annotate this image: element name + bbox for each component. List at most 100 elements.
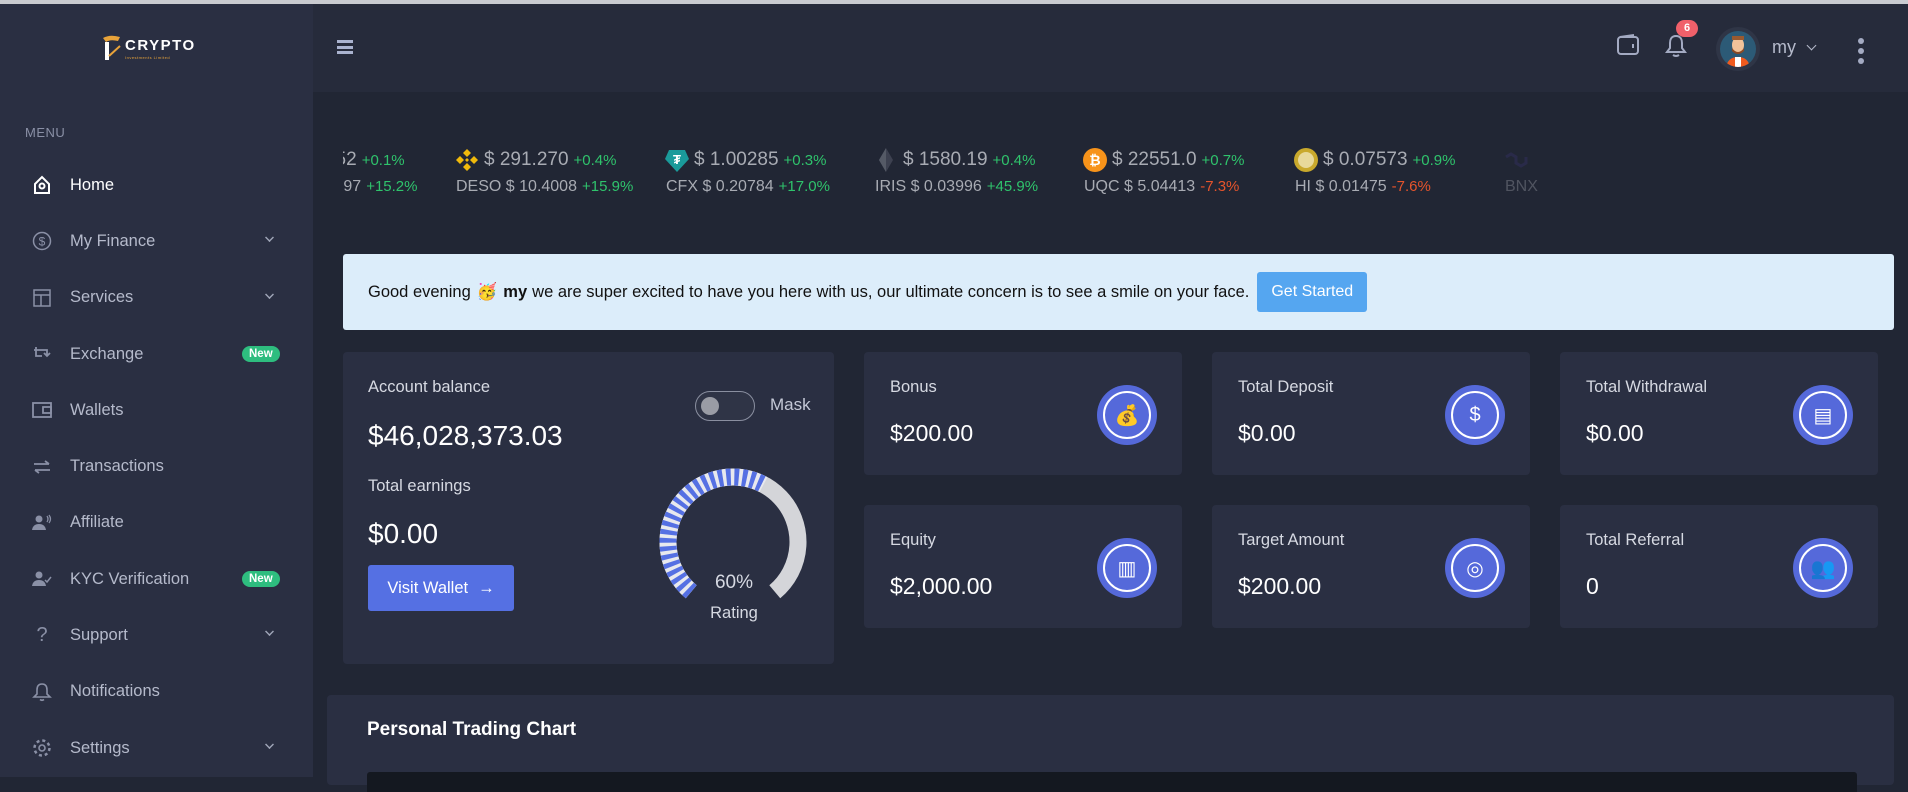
team-icon: 👥 [1793,538,1853,598]
sidebar-item-label: Settings [70,738,130,757]
price-ticker: 1.00052+0.1% $ 2.23297+15.2%$ 291.270+0.… [343,145,1894,205]
sidebar-item-home[interactable]: Home [0,157,313,213]
welcome-message: we are super excited to have you here wi… [532,282,1250,301]
trading-chart-area[interactable] [367,772,1857,792]
ticker-change: +0.4% [992,151,1036,169]
ticker-pair-name: BNX [1505,178,1538,195]
ticker-item[interactable]: 1.00052 +0.1% $ 2.23297+15.2% [343,145,417,199]
money-bag-star-icon: 💰 [1097,385,1157,445]
greeting-text: Good evening [368,282,471,301]
bitcoin-icon: ₿ [1082,147,1108,173]
user-avatar[interactable] [1716,27,1760,71]
sidebar-item-kyc-verification[interactable]: KYC Verification New [0,551,313,607]
ticker-item[interactable]: BNX [1503,145,1543,199]
ticker-item[interactable]: ₿ $ 22551.0 +0.7% UQC $ 5.04413 -7.3% [1082,145,1244,199]
sidebar: CRYPTO Investments Limited MENU Home $ My F… [0,4,313,777]
bell-icon [31,681,53,703]
sidebar-item-label: Affiliate [70,513,124,532]
party-emoji-icon: 🥳 [476,282,498,301]
ticker-pair-price: $ 0.01475 [1315,178,1387,195]
ticker-pair-change: +15.2% [366,178,418,195]
new-badge: New [242,346,280,363]
ticker-price: $ 22551.0 [1112,149,1197,170]
ticker-item[interactable]: ₮ $ 1.00285 +0.3% CFX $ 0.20784 +17.0% [664,145,830,199]
avatar-person-icon [1726,36,1750,67]
gear-icon [31,737,53,759]
sidebar-nav: Home $ My Finance Services Exchange New Wallet… [0,157,313,776]
question-icon: ? [36,624,48,647]
ticker-pair-name: CFX [666,178,698,195]
sidebar-item-label: Transactions [70,457,164,476]
hamburger-menu-icon[interactable] [337,40,353,54]
layout-icon [31,287,53,309]
stat-label: Total Referral [1586,531,1685,549]
sidebar-item-wallets[interactable]: Wallets [0,382,313,438]
chevron-down-icon[interactable] [265,289,274,299]
chevron-down-icon[interactable] [265,740,274,749]
ethereum-icon [873,147,899,173]
chevron-down-icon[interactable] [265,627,274,637]
sidebar-item-settings[interactable]: Settings [0,720,313,776]
brand-name: CRYPTO [125,36,196,54]
bell-icon[interactable] [1665,33,1687,59]
stat-label: Equity [890,531,936,549]
ticker-pair-change: -7.6% [1391,178,1431,195]
stat-card-target-amount: Target Amount $200.00 ◎ [1212,505,1530,628]
home-icon [31,174,53,196]
sidebar-item-exchange[interactable]: Exchange New [0,326,313,382]
dollar-circle-icon: $ [31,230,53,252]
ticker-item[interactable]: $ 0.07573 +0.9% HI $ 0.01475 -7.6% [1293,145,1455,199]
sidebar-item-transactions[interactable]: Transactions [0,438,313,494]
sidebar-item-support[interactable]: ? Support [0,607,313,663]
chevron-down-icon[interactable] [265,233,274,243]
sidebar-item-services[interactable]: Services [0,270,313,326]
rating-label: Rating [710,604,758,622]
more-options-icon[interactable] [1858,38,1864,64]
sidebar-item-affiliate[interactable]: Affiliate [0,495,313,551]
stat-value: 0 [1586,573,1599,599]
wallet-icon [31,399,53,421]
sidebar-item-label: Services [70,288,134,307]
dogecoin-icon [1293,147,1319,173]
ticker-change: +0.3% [783,151,827,169]
account-balance-label: Account balance [368,378,491,396]
svg-text:₿: ₿ [1089,152,1100,168]
stat-value: $200.00 [1238,573,1322,599]
ticker-price: $ 291.270 [484,149,569,170]
window-top-border [0,0,1908,4]
sidebar-item-label: Notifications [70,682,160,701]
logo-mark-icon [103,35,121,60]
stat-card-total-withdrawal: Total Withdrawal $0.00 ▤ [1560,352,1878,475]
trading-chart-title: Personal Trading Chart [367,719,577,740]
ticker-pair-name: DESO [456,178,502,195]
binance-icon [454,147,480,173]
user-menu-chevron-down-icon[interactable] [1806,40,1817,51]
sidebar-item-notifications[interactable]: Notifications [0,664,313,720]
arrow-right-icon: → [478,578,495,597]
stat-card-total-referral: Total Referral 0 👥 [1560,505,1878,628]
get-started-button[interactable]: Get Started [1257,272,1368,312]
ticker-pair-change: +45.9% [986,178,1039,195]
ticker-item[interactable]: $ 291.270 +0.4% DESO $ 10.4008 +15.9% [454,145,633,199]
stat-value: $2,000.00 [890,573,993,599]
banner-username: my [503,282,528,301]
visit-wallet-button[interactable]: Visit Wallet → [368,565,514,611]
ticker-pair-name: HI [1295,178,1311,195]
money-bag-icon: $ [1445,385,1505,445]
ticker-pair-price: $ 10.4008 [505,178,577,195]
mask-toggle[interactable] [695,391,755,421]
ticker-pair-change: +15.9% [581,178,634,195]
ticker-item[interactable]: $ 1580.19 +0.4% IRIS $ 0.03996 +45.9% [873,145,1038,199]
stat-label: Total Withdrawal [1586,378,1708,396]
ticker-pair-name: UQC [1084,178,1120,195]
total-earnings-label: Total earnings [368,477,471,495]
username[interactable]: my [1772,37,1796,57]
cash-stack-icon: ▤ [1793,385,1853,445]
ticker-change: +0.9% [1412,151,1456,169]
stat-label: Bonus [890,378,937,396]
gauge-fill [659,468,768,599]
sidebar-item-my-finance[interactable]: $ My Finance [0,213,313,269]
brand-logo[interactable]: CRYPTO Investments Limited [100,34,196,62]
wallet-icon[interactable] [1616,34,1640,56]
bar-chart-icon: ▥ [1097,538,1157,598]
